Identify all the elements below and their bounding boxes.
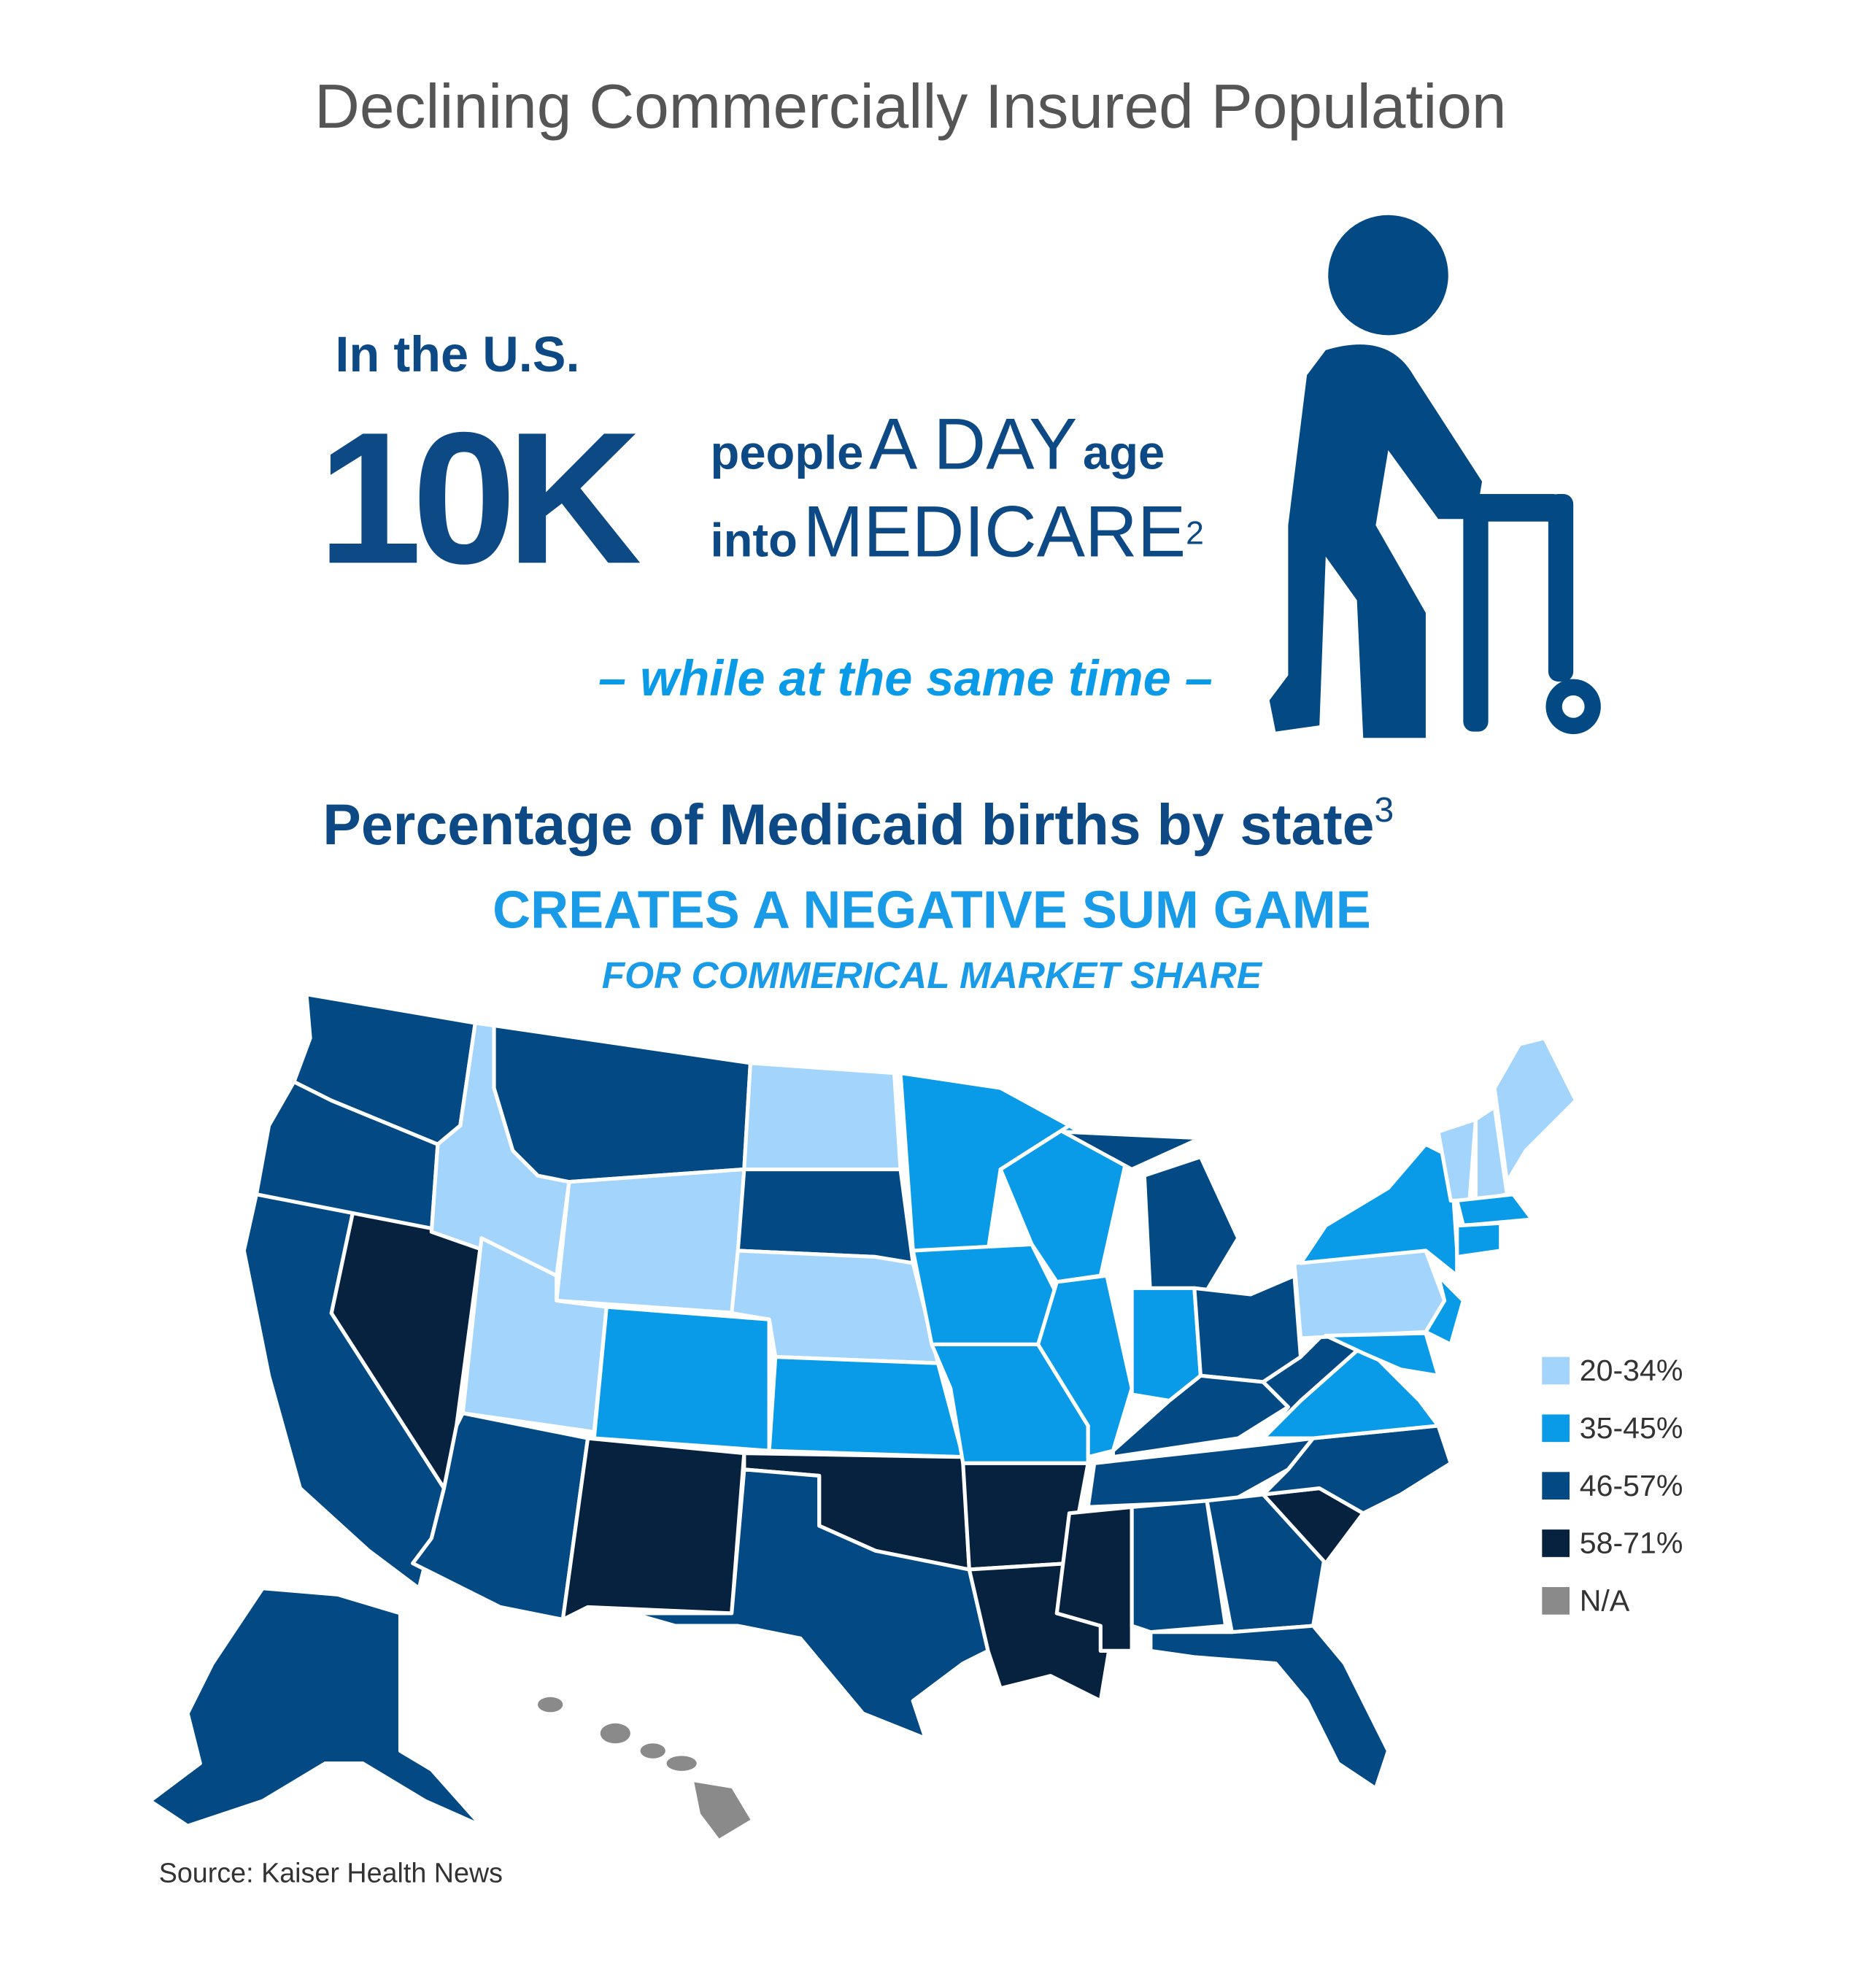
legend-swatch xyxy=(1542,1414,1570,1443)
legend-label: 35-45% xyxy=(1580,1411,1683,1445)
a-day: A DAY xyxy=(869,404,1077,485)
state xyxy=(742,1061,903,1172)
into: into xyxy=(711,514,798,567)
state xyxy=(592,1305,771,1453)
state xyxy=(555,1167,746,1316)
map-subtitle: CREATES A NEGATIVE SUM GAME xyxy=(493,881,1371,940)
state xyxy=(1424,1273,1465,1347)
source: Source: Kaiser Health News xyxy=(159,1857,503,1888)
lead-text: In the U.S. xyxy=(335,326,579,382)
legend-swatch xyxy=(1542,1472,1570,1500)
line-2: into MEDICARE2 xyxy=(711,492,1204,573)
hawaii xyxy=(538,1697,751,1839)
map-subtitle-2: FOR COMMERICAL MARKET SHARE xyxy=(602,954,1263,996)
legend: 20-34% 35-45% 46-57% 58-71% N/A xyxy=(1542,1354,1683,1618)
legend-label: 46-57% xyxy=(1580,1469,1683,1502)
legend-label: 58-71% xyxy=(1580,1527,1683,1560)
state xyxy=(1261,1329,1359,1440)
page-title: Declining Commercially Insured Populatio… xyxy=(314,72,1507,142)
legend-label: 20-34% xyxy=(1580,1354,1683,1387)
state xyxy=(736,1167,915,1265)
map-title-text: Percentage of Medicaid births by state xyxy=(323,792,1374,857)
state xyxy=(1130,1499,1228,1635)
line-1: people A DAY age xyxy=(711,404,1165,485)
state xyxy=(560,1436,746,1622)
big-number: 10K xyxy=(317,393,641,603)
state xyxy=(1061,1130,1203,1172)
state xyxy=(148,1586,484,1828)
age: age xyxy=(1083,426,1165,479)
state xyxy=(630,1467,990,1740)
state xyxy=(1298,1142,1459,1278)
connector: – while at the same time – xyxy=(598,650,1213,706)
state xyxy=(911,1242,1059,1347)
footnote: 2 xyxy=(1186,516,1204,552)
people: people xyxy=(711,426,864,479)
state xyxy=(492,1023,752,1184)
legend-swatch xyxy=(1542,1529,1570,1557)
state xyxy=(1324,1331,1440,1378)
state xyxy=(1292,1248,1447,1340)
state xyxy=(1149,1624,1391,1791)
footnote: 3 xyxy=(1374,791,1394,830)
legend-swatch xyxy=(1542,1586,1570,1615)
legend-label: N/A xyxy=(1580,1584,1630,1618)
state xyxy=(1142,1154,1240,1303)
state xyxy=(767,1355,965,1459)
state xyxy=(1455,1221,1503,1259)
state xyxy=(1492,1035,1578,1184)
legend-swatch xyxy=(1542,1356,1570,1385)
walker-icon xyxy=(1269,215,1601,738)
map-title: Percentage of Medicaid births by state3 xyxy=(323,791,1394,857)
state xyxy=(1455,1192,1535,1228)
state xyxy=(1036,1273,1134,1459)
medicare: MEDICARE xyxy=(803,492,1186,573)
us-map xyxy=(148,992,1578,1839)
